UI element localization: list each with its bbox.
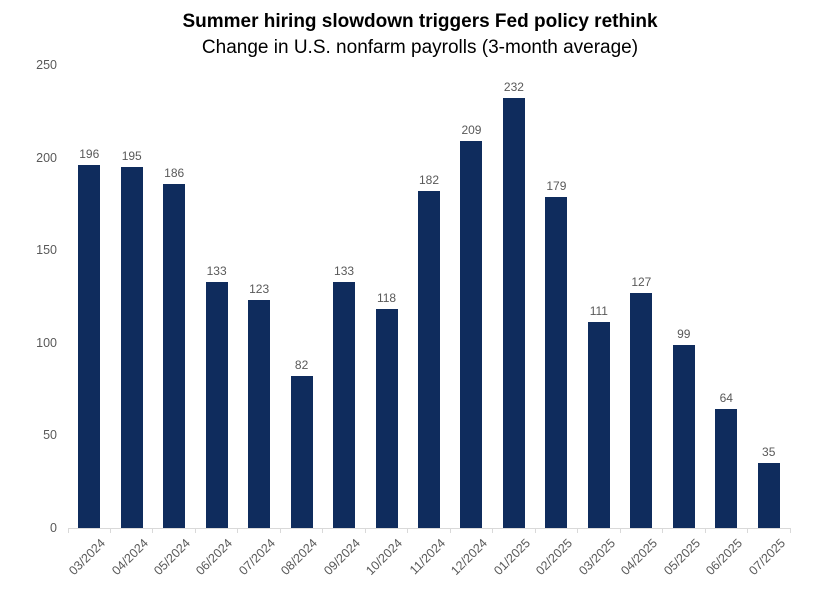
bars-container: 196 195 186 133 123 82 133 118 182 209 232 179 111 12… [68, 65, 790, 528]
y-tick-label: 250 [36, 58, 57, 72]
x-tick-label: 07/2025 [745, 536, 788, 578]
y-tick-label: 100 [36, 335, 57, 350]
bar-slot: 195 [110, 65, 152, 528]
y-tick-label: 0 [50, 521, 57, 535]
x-tick-mark [619, 528, 621, 533]
x-tick-mark [449, 528, 451, 533]
x-tick-mark [704, 528, 706, 533]
bar-value-label: 182 [418, 172, 439, 187]
x-tick-label: 06/2024 [193, 536, 236, 578]
x-axis-line [68, 528, 790, 529]
bar-slot: 118 [365, 65, 407, 528]
bar-slot: 209 [450, 65, 492, 528]
bar-slot: 99 [663, 65, 705, 528]
bar [672, 344, 695, 528]
chart-header: Summer hiring slowdown triggers Fed poli… [40, 9, 800, 60]
x-tick-mark [747, 528, 749, 533]
x-tick-label: 01/2025 [490, 536, 533, 578]
bar-value-label: 35 [762, 445, 776, 460]
bar-slot: 111 [578, 65, 620, 528]
bar-slot: 123 [238, 65, 280, 528]
bar-value-label: 209 [461, 122, 482, 137]
x-tick-label: 12/2024 [448, 536, 491, 578]
x-tick-mark [789, 528, 791, 533]
bar [587, 322, 610, 528]
x-tick-label: 11/2024 [406, 536, 448, 578]
x-tick-mark [109, 528, 111, 533]
bar-value-label: 232 [503, 80, 524, 95]
bar-value-label: 179 [546, 178, 567, 193]
bar [163, 183, 186, 528]
x-tick-mark [364, 528, 366, 533]
bar-value-label: 123 [249, 282, 270, 297]
bar [78, 165, 101, 528]
bar-value-label: 99 [677, 326, 691, 341]
bar-value-label: 186 [164, 165, 185, 180]
x-tick-mark [322, 528, 324, 533]
bar [333, 281, 356, 528]
x-tick-mark [662, 528, 664, 533]
chart-title: Summer hiring slowdown triggers Fed poli… [182, 11, 658, 32]
bar [375, 309, 398, 528]
x-tick-label: 02/2025 [533, 536, 576, 578]
y-tick-label: 200 [36, 150, 57, 165]
bar [205, 281, 228, 528]
bar-value-label: 111 [589, 304, 608, 319]
bar [502, 98, 525, 528]
x-tick-label: 08/2024 [278, 536, 321, 578]
bar-value-label: 195 [121, 148, 142, 163]
bar [460, 140, 483, 528]
x-tick-label: 05/2025 [660, 536, 703, 578]
chart-subtitle: Change in U.S. nonfarm payrolls (3-month… [201, 36, 639, 58]
bar-slot: 64 [705, 65, 747, 528]
bar [290, 376, 313, 528]
bar-slot: 232 [493, 65, 535, 528]
bar [248, 300, 271, 528]
x-tick-label: 03/2024 [66, 536, 109, 578]
x-tick-label: 05/2024 [151, 536, 194, 578]
bar-value-label: 82 [294, 358, 309, 373]
bar-slot: 82 [280, 65, 322, 528]
bar-slot: 127 [620, 65, 662, 528]
bar-slot: 35 [748, 65, 790, 528]
bar-slot: 179 [535, 65, 577, 528]
x-tick-mark [534, 528, 536, 533]
x-tick-label: 04/2025 [618, 536, 661, 578]
x-tick-mark [237, 528, 239, 533]
bar [545, 196, 568, 528]
bar-slot: 133 [195, 65, 237, 528]
bar [715, 409, 738, 528]
x-tick-mark [67, 528, 69, 533]
bar [757, 463, 780, 528]
bar [120, 166, 143, 528]
x-tick-label: 09/2024 [321, 536, 363, 578]
bar [417, 190, 440, 528]
x-tick-mark [279, 528, 281, 533]
x-tick-label: 10/2024 [363, 536, 406, 578]
y-tick-label: 50 [43, 428, 57, 443]
bar-value-label: 64 [719, 391, 733, 406]
x-tick-label: 04/2024 [108, 536, 151, 578]
bar-value-label: 133 [334, 263, 355, 278]
bar-value-label: 118 [376, 291, 397, 306]
x-tick-mark [152, 528, 154, 533]
bar-value-label: 133 [206, 263, 227, 278]
bar-slot: 133 [323, 65, 365, 528]
x-tick-mark [407, 528, 409, 533]
x-tick-mark [194, 528, 196, 533]
y-tick-label: 150 [36, 243, 57, 258]
bar-value-label: 127 [631, 274, 652, 289]
bar-slot: 196 [68, 65, 110, 528]
x-tick-mark [577, 528, 579, 533]
x-tick-mark [492, 528, 494, 533]
x-tick-label: 03/2025 [575, 536, 618, 578]
x-tick-label: 07/2024 [236, 536, 279, 578]
x-tick-label: 06/2025 [703, 536, 746, 578]
bar-slot: 186 [153, 65, 195, 528]
bar-value-label: 196 [79, 147, 100, 162]
plot-area: 0 50 100 150 200 250 196 195 186 133 123 82 133 118 1… [36, 58, 791, 578]
bar-slot: 182 [408, 65, 450, 528]
bar [630, 292, 653, 528]
